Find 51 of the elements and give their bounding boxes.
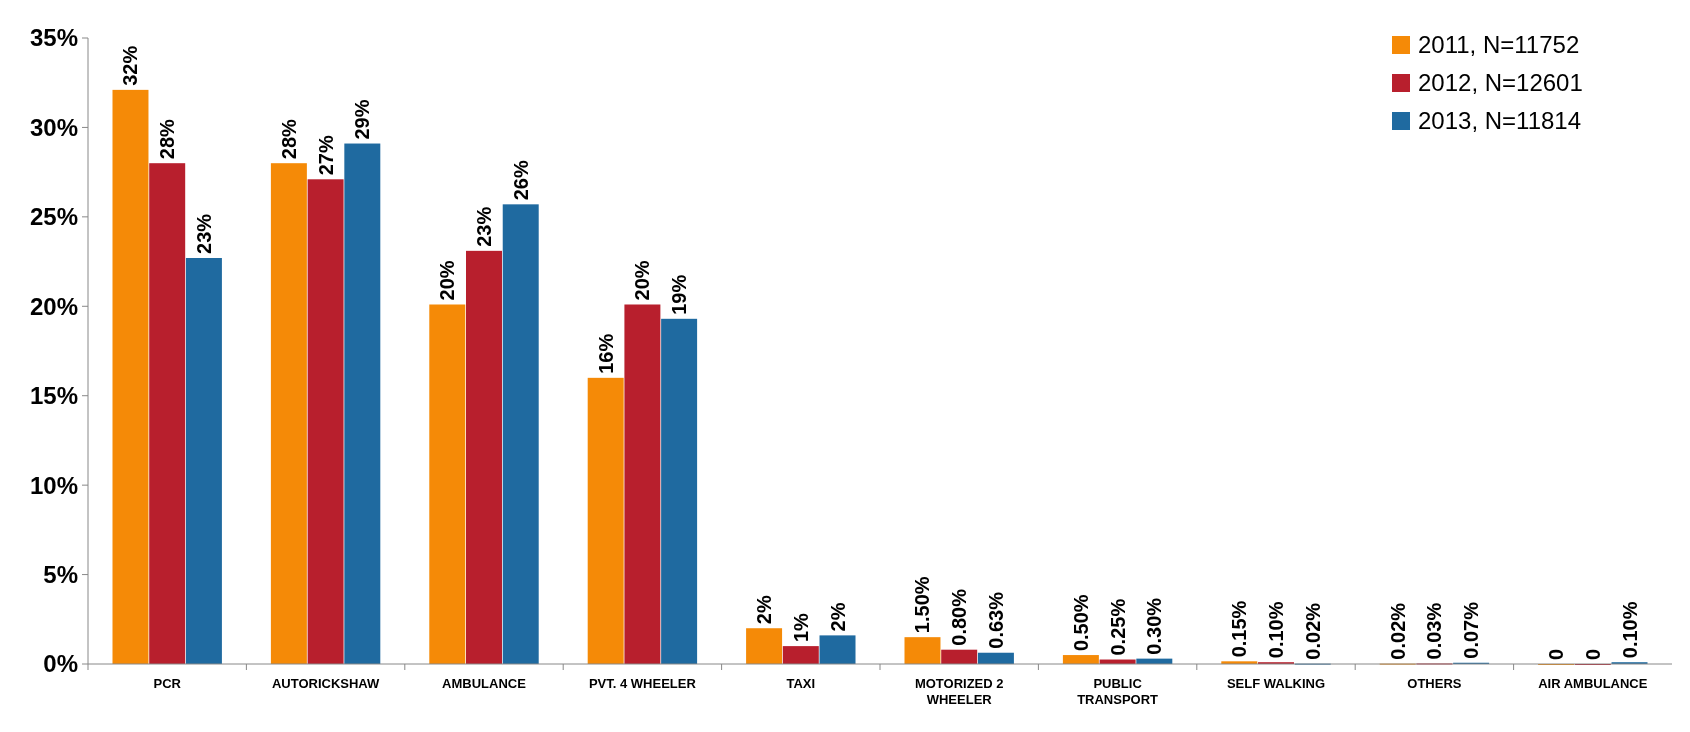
y-tick-label: 20% <box>29 292 78 320</box>
y-tick-label: 35% <box>29 24 78 52</box>
data-label: 0.07% <box>1460 601 1483 659</box>
data-label: 16% <box>594 333 617 374</box>
data-label: 32% <box>119 45 142 86</box>
data-label: 0.50% <box>1069 594 1092 652</box>
legend-label: 2012, N=12601 <box>1418 69 1583 96</box>
data-label: 19% <box>668 274 691 315</box>
x-tick-label: TAXI <box>786 676 816 691</box>
x-tick-label: OTHERS <box>1407 676 1462 691</box>
x-tick-label: AIR AMBULANCE <box>1538 676 1648 691</box>
x-tick-label: PVT. 4 WHEELER <box>588 676 697 691</box>
legend-label: 2013, N=11814 <box>1418 107 1582 134</box>
data-label: 23% <box>473 206 495 247</box>
data-label: 26% <box>509 160 532 201</box>
data-label: 0 <box>1545 648 1568 660</box>
data-label: 20% <box>631 260 654 301</box>
data-label: 2% <box>826 602 849 632</box>
data-label: 1% <box>789 612 812 643</box>
data-label: 29% <box>351 99 374 140</box>
data-label: 27% <box>314 135 337 176</box>
y-tick-label: 10% <box>29 471 78 499</box>
data-label: 28% <box>277 118 300 160</box>
y-tick-label: 30% <box>29 113 78 141</box>
data-label: 0.02% <box>1301 602 1324 660</box>
data-label: 0.15% <box>1228 600 1251 658</box>
data-label: 0.63% <box>984 591 1007 649</box>
data-label: 20% <box>436 260 459 301</box>
data-label: 0.80% <box>948 588 971 646</box>
x-tick-label: AUTORICKSHAW <box>271 676 381 691</box>
y-tick-label: 25% <box>29 203 78 231</box>
data-label: 0.30% <box>1143 597 1166 655</box>
data-label: 1.50% <box>911 576 934 634</box>
x-tick-label: SELF WALKING <box>1226 676 1326 691</box>
x-tick-label: PUBLIC TRANSPORT <box>1077 676 1159 707</box>
data-label: 0.10% <box>1618 601 1641 659</box>
data-label: 0.25% <box>1106 598 1129 656</box>
data-label: 0.03% <box>1423 602 1446 660</box>
x-tick-label: PCR <box>153 676 182 691</box>
x-tick-label: MOTORIZED 2 WHEELER <box>914 676 1004 707</box>
data-label: 28% <box>156 118 179 160</box>
data-label: 0 <box>1581 648 1604 660</box>
data-label: 0.02% <box>1386 602 1409 660</box>
legend-label: 2011, N=11752 <box>1418 31 1580 58</box>
data-label: 23% <box>192 213 215 254</box>
y-tick-label: 15% <box>29 382 78 410</box>
data-label: 0.10% <box>1265 601 1287 659</box>
y-tick-label: 0% <box>43 650 78 678</box>
data-label: 2% <box>753 595 776 625</box>
x-tick-label: AMBULANCE <box>442 676 527 691</box>
y-tick-label: 5% <box>43 560 78 588</box>
